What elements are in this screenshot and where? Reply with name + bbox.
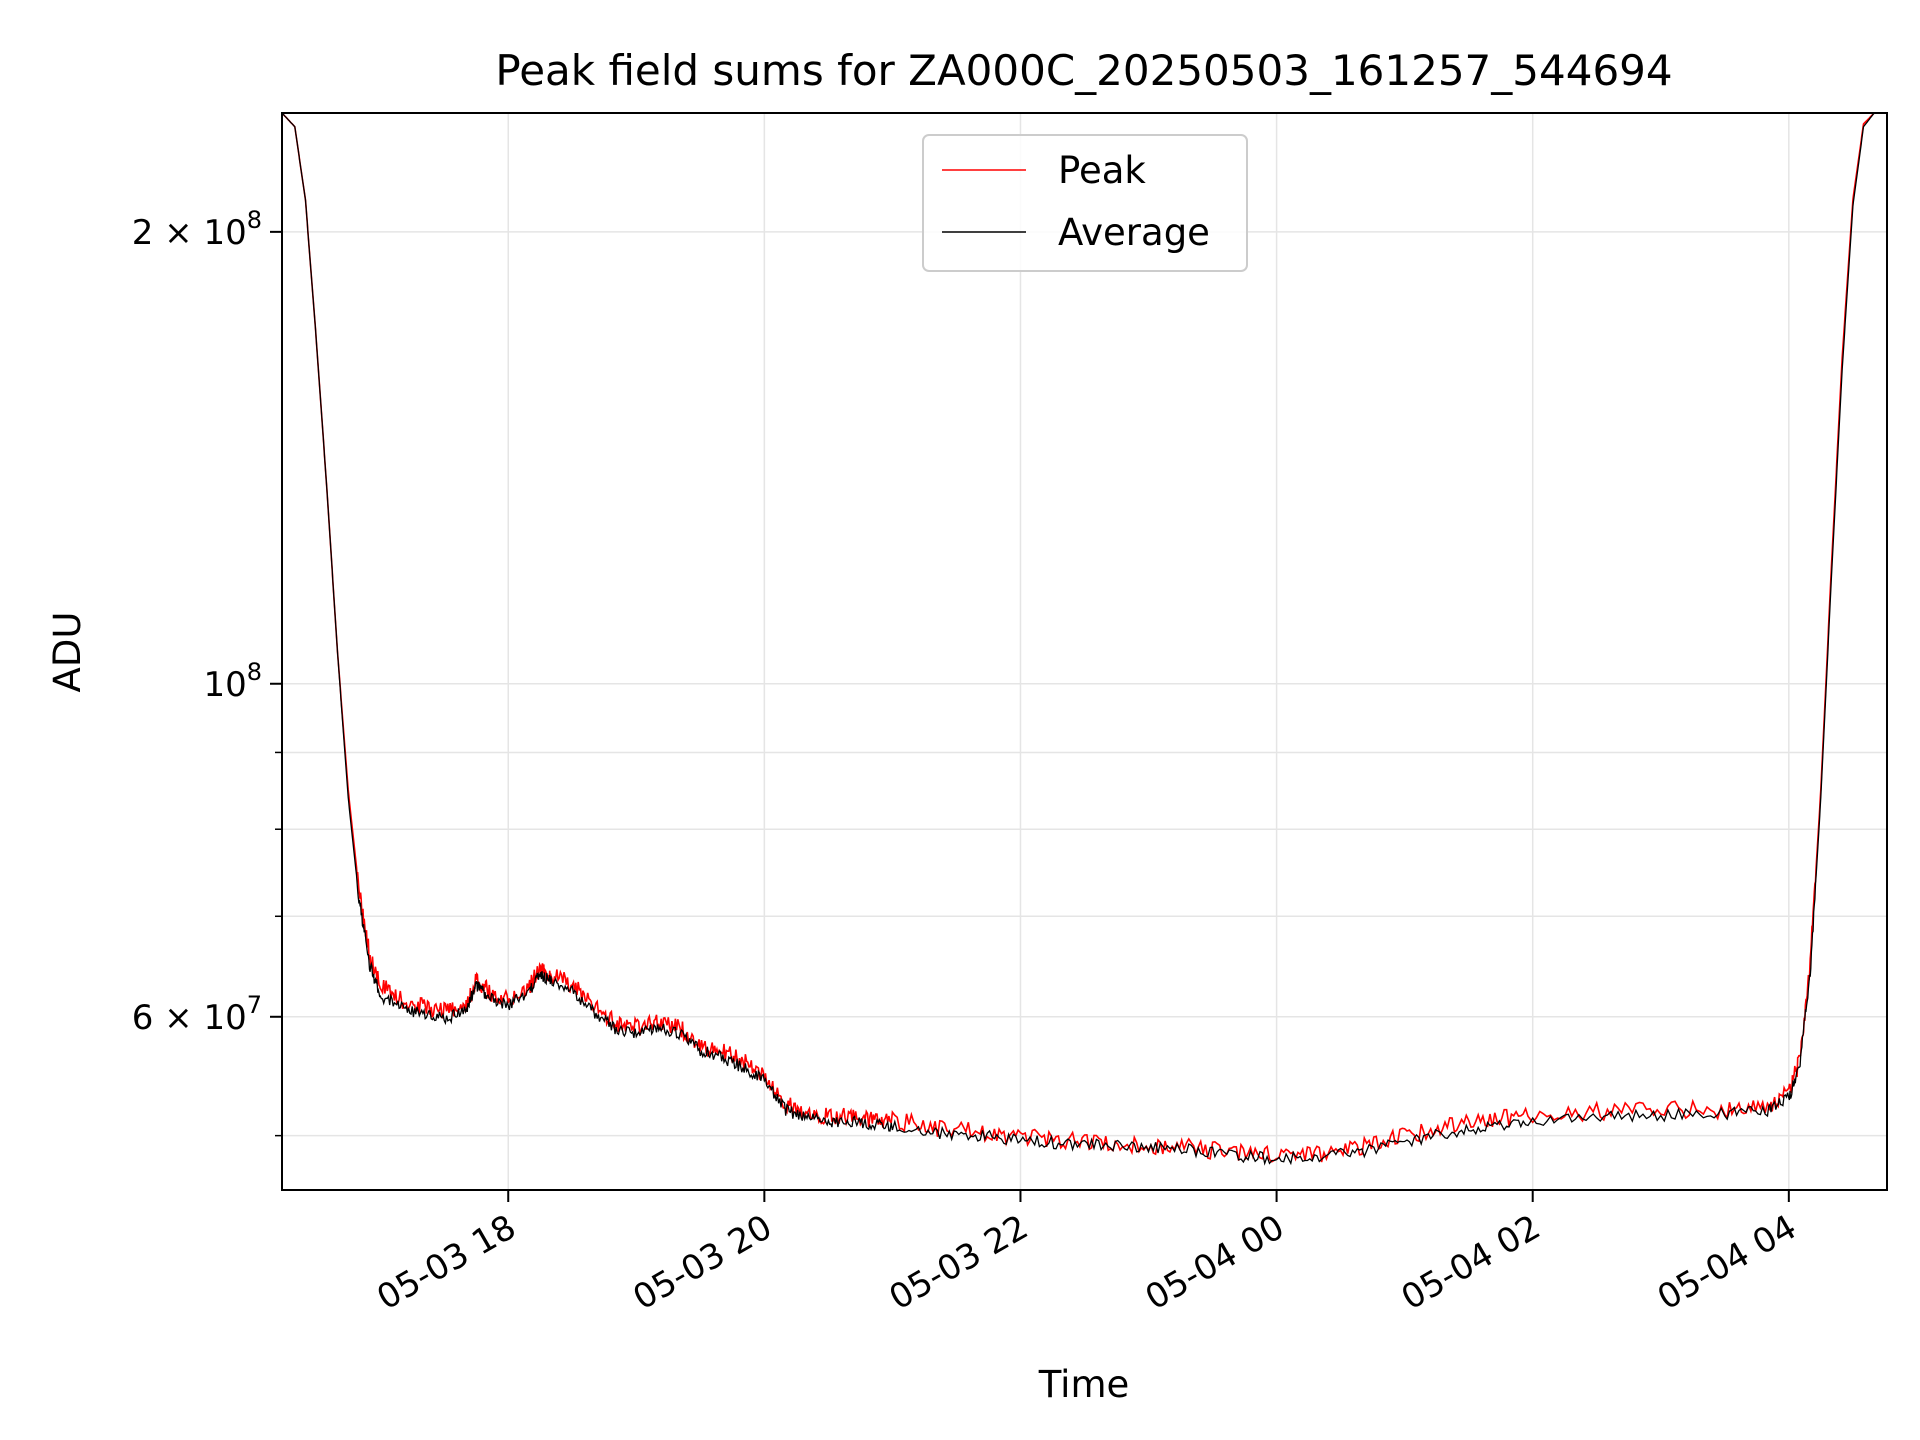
y-tick-label-exponent: 8 — [247, 206, 262, 234]
series-line-average — [282, 113, 1887, 1166]
legend-label-average: Average — [1058, 211, 1210, 254]
x-axis-label: Time — [1038, 1363, 1130, 1406]
y-tick-label-exponent: 8 — [247, 658, 262, 686]
legend-label-peak: Peak — [1058, 149, 1146, 192]
y-axis-label: ADU — [46, 612, 89, 693]
y-tick-label-base: 10 — [203, 665, 246, 705]
y-tick-label-base: 6 × 10 — [132, 998, 247, 1038]
y-tick-label: 2 × 108 — [132, 206, 262, 253]
y-tick-label: 108 — [203, 658, 262, 705]
grid — [282, 113, 1887, 1190]
y-tick-label: 6 × 107 — [132, 991, 262, 1038]
y-tick-label-base: 2 × 10 — [132, 213, 247, 253]
y-tick-label-exponent: 7 — [247, 991, 262, 1019]
series-layer — [282, 113, 1887, 1166]
legend: Peak Average — [922, 134, 1248, 272]
legend-box — [922, 134, 1248, 272]
chart-title: Peak field sums for ZA000C_20250503_1612… — [495, 46, 1672, 95]
axes-frame — [281, 112, 1888, 1191]
